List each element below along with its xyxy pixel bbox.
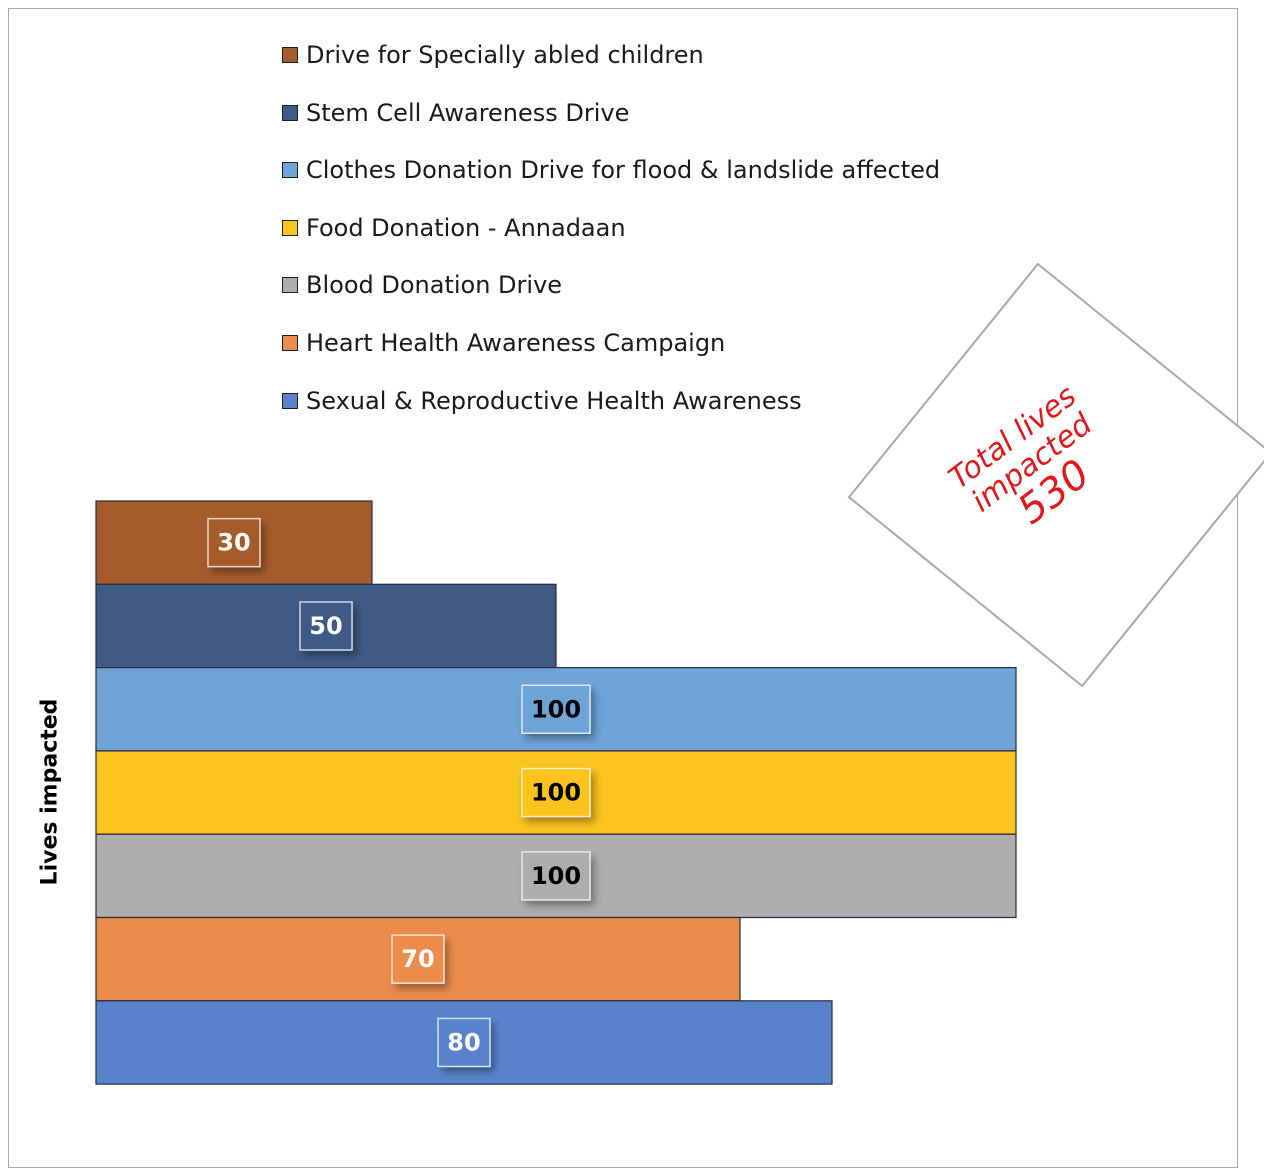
legend-label: Food Donation - Annadaan: [306, 213, 626, 242]
legend-label: Stem Cell Awareness Drive: [306, 98, 630, 127]
legend-label: Clothes Donation Drive for flood & lands…: [306, 156, 941, 185]
legend-label: Sexual & Reproductive Health Awareness: [306, 386, 802, 415]
legend-item: Sexual & Reproductive Health Awareness: [282, 386, 802, 416]
annotation-note-box: [847, 262, 1264, 688]
data-label: 100: [531, 779, 581, 807]
legend-swatch: [282, 392, 298, 409]
legend-item: Clothes Donation Drive for flood & lands…: [282, 155, 940, 185]
legend-item: Food Donation - Annadaan: [282, 213, 626, 243]
data-label-box: [521, 684, 591, 734]
data-label-box: [521, 851, 591, 901]
legend-label: Blood Donation Drive: [306, 271, 563, 300]
data-label-box: [299, 601, 353, 651]
data-label-box: [437, 1017, 491, 1068]
data-label: 70: [401, 945, 434, 973]
legend-swatch: [282, 104, 298, 121]
legend-item: Heart Health Awareness Campaign: [282, 328, 725, 358]
legend-swatch: [282, 277, 298, 294]
data-label-box: [391, 934, 445, 984]
legend-swatch: [282, 219, 298, 236]
legend-label: Drive for Specially abled children: [306, 41, 704, 69]
data-label-box: [521, 767, 591, 818]
legend-swatch: [282, 47, 298, 63]
data-label: 30: [217, 529, 250, 557]
data-label: 100: [531, 862, 581, 890]
data-label: 50: [309, 612, 342, 640]
legend-item: Blood Donation Drive: [282, 270, 562, 300]
legend-swatch: [282, 162, 298, 179]
data-label: 80: [447, 1028, 480, 1056]
legend-label: Heart Health Awareness Campaign: [306, 329, 726, 357]
data-label-box: [207, 517, 261, 568]
legend-item: Drive for Specially abled children: [282, 40, 704, 70]
data-label: 100: [531, 695, 581, 723]
legend-swatch: [282, 335, 298, 351]
legend-item: Stem Cell Awareness Drive: [282, 98, 629, 128]
